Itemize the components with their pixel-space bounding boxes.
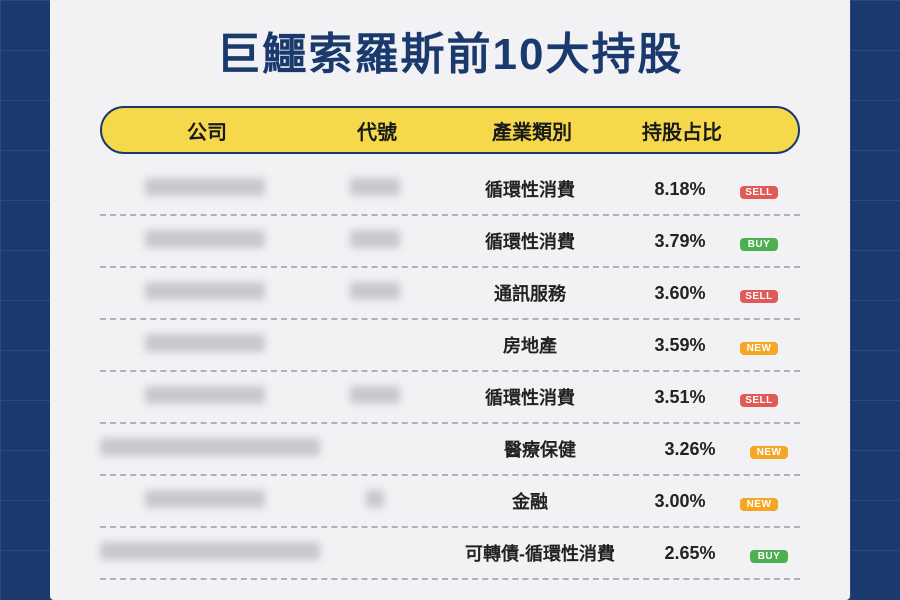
new-badge: NEW — [740, 498, 778, 511]
cell-sector: 循環性消費 — [440, 384, 620, 410]
table-row: 房地產3.59%NEW — [100, 320, 800, 372]
cell-pct: 8.18% — [620, 179, 740, 200]
cell-ticker — [310, 282, 440, 305]
cell-sector: 循環性消費 — [440, 176, 620, 202]
cell-company — [100, 542, 320, 565]
redacted-block — [350, 386, 400, 404]
cell-pct: 3.79% — [620, 231, 740, 252]
cell-company — [100, 334, 310, 357]
cell-pct: 3.59% — [620, 335, 740, 356]
table-row: 可轉債-循環性消費2.65%BUY — [100, 528, 800, 580]
header-company: 公司 — [102, 116, 312, 145]
cell-sector: 循環性消費 — [440, 228, 620, 254]
cell-sector: 房地產 — [440, 332, 620, 358]
cell-badge: SELL — [740, 179, 800, 200]
table-row: 循環性消費3.51%SELL — [100, 372, 800, 424]
cell-badge: BUY — [740, 231, 800, 252]
cell-ticker — [310, 230, 440, 253]
redacted-block — [145, 334, 265, 352]
cell-badge: SELL — [740, 387, 800, 408]
redacted-block — [145, 386, 265, 404]
cell-company — [100, 230, 310, 253]
page-title: 巨鱷索羅斯前10大持股 — [50, 18, 850, 82]
table-row: 醫療保健3.26%NEW — [100, 424, 800, 476]
sell-badge: SELL — [740, 186, 778, 199]
cell-badge: SELL — [740, 283, 800, 304]
buy-badge: BUY — [750, 550, 788, 563]
cell-company — [100, 282, 310, 305]
sell-badge: SELL — [740, 394, 778, 407]
cell-badge: NEW — [740, 491, 800, 512]
header-sector: 產業類別 — [442, 116, 622, 145]
cell-sector: 通訊服務 — [440, 280, 620, 306]
cell-ticker — [310, 178, 440, 201]
new-badge: NEW — [750, 446, 788, 459]
table-row: 通訊服務3.60%SELL — [100, 268, 800, 320]
redacted-block — [100, 438, 320, 456]
sell-badge: SELL — [740, 290, 778, 303]
cell-pct: 2.65% — [630, 543, 750, 564]
redacted-block — [350, 282, 400, 300]
table-row: 金融3.00%NEW — [100, 476, 800, 528]
cell-sector: 醫療保健 — [450, 436, 630, 462]
cell-pct: 3.26% — [630, 439, 750, 460]
cell-pct: 3.60% — [620, 283, 740, 304]
table-row: 循環性消費8.18%SELL — [100, 164, 800, 216]
holdings-card: 巨鱷索羅斯前10大持股 公司 代號 產業類別 持股占比 循環性消費8.18%SE… — [50, 0, 850, 600]
cell-pct: 3.51% — [620, 387, 740, 408]
cell-company — [100, 178, 310, 201]
redacted-block — [366, 490, 384, 508]
cell-sector: 可轉債-循環性消費 — [450, 540, 630, 566]
redacted-block — [145, 178, 265, 196]
cell-ticker — [310, 386, 440, 409]
header-pct: 持股占比 — [622, 116, 742, 145]
redacted-block — [145, 230, 265, 248]
redacted-block — [145, 282, 265, 300]
cell-badge: NEW — [750, 439, 810, 460]
new-badge: NEW — [740, 342, 778, 355]
cell-badge: NEW — [740, 335, 800, 356]
redacted-block — [350, 230, 400, 248]
cell-pct: 3.00% — [620, 491, 740, 512]
cell-company — [100, 490, 310, 513]
cell-sector: 金融 — [440, 488, 620, 514]
cell-badge: BUY — [750, 543, 810, 564]
cell-ticker — [310, 490, 440, 513]
buy-badge: BUY — [740, 238, 778, 251]
cell-company — [100, 438, 320, 461]
header-ticker: 代號 — [312, 116, 442, 145]
redacted-block — [145, 490, 265, 508]
table-header: 公司 代號 產業類別 持股占比 — [100, 106, 800, 154]
cell-company — [100, 386, 310, 409]
redacted-block — [100, 542, 320, 560]
table-body: 循環性消費8.18%SELL循環性消費3.79%BUY通訊服務3.60%SELL… — [100, 164, 800, 580]
redacted-block — [350, 178, 400, 196]
table-row: 循環性消費3.79%BUY — [100, 216, 800, 268]
